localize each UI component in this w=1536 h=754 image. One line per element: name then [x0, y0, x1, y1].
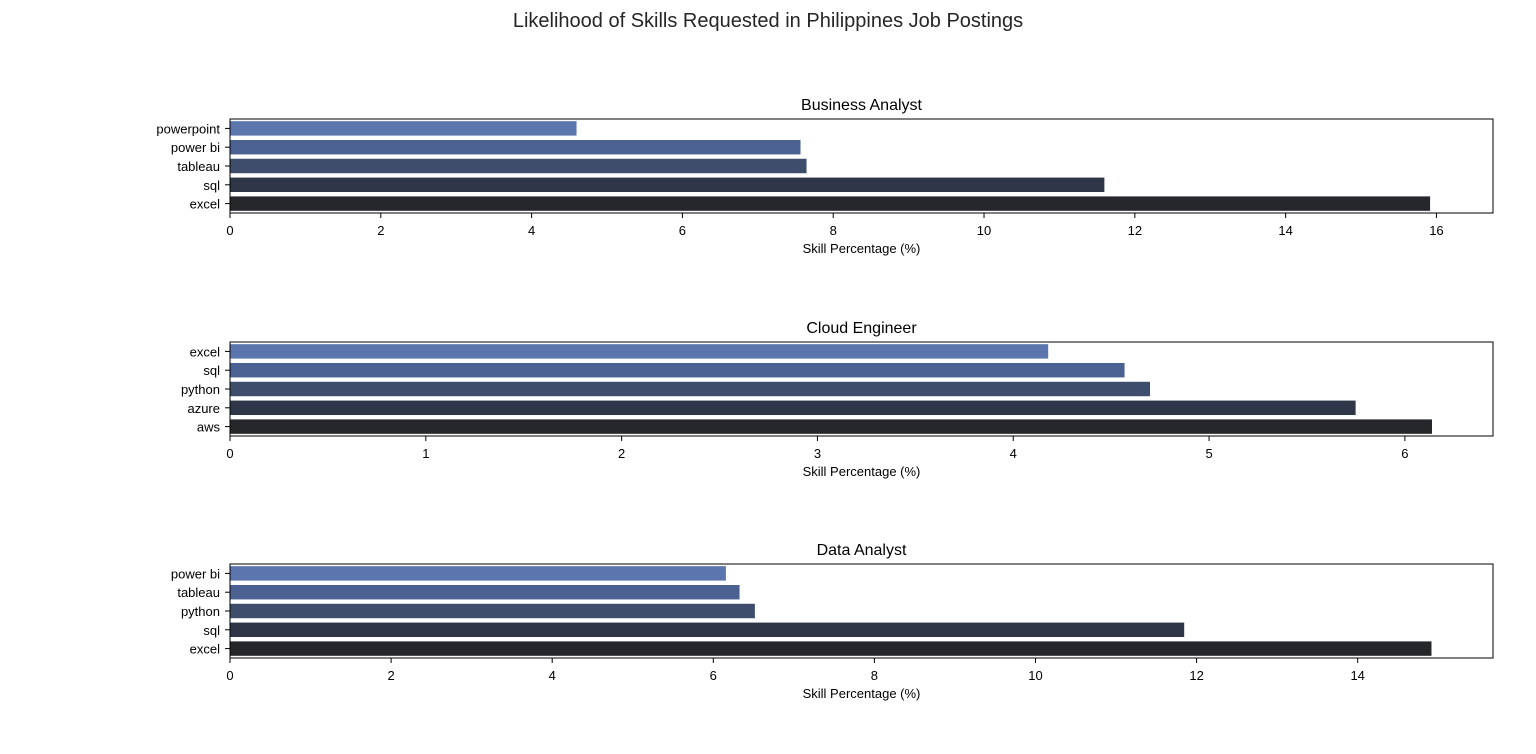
- x-axis-label: Skill Percentage (%): [803, 464, 921, 479]
- y-tick-label: sql: [203, 178, 220, 193]
- y-tick-label: python: [181, 382, 220, 397]
- x-tick-label: 10: [1028, 668, 1042, 683]
- figure-title: Likelihood of Skills Requested in Philip…: [512, 10, 1024, 32]
- x-tick-label: 14: [1278, 223, 1292, 238]
- y-tick-label: sql: [203, 623, 220, 638]
- x-tick-label: 14: [1350, 668, 1364, 683]
- y-tick-label: tableau: [177, 159, 220, 174]
- bar-python: [229, 603, 756, 619]
- subplot-title: Data Analyst: [817, 542, 907, 559]
- bar-power-bi: [229, 565, 727, 582]
- x-tick-label: 6: [679, 223, 686, 238]
- x-tick-label: 16: [1429, 223, 1443, 238]
- axes-frame: [229, 563, 1494, 659]
- bar-tableau: [229, 158, 808, 174]
- x-tick-label: 6: [710, 668, 717, 683]
- x-tick-label: 4: [549, 668, 556, 683]
- x-tick-label: 0: [226, 668, 233, 683]
- x-tick-label: 12: [1128, 223, 1142, 238]
- subplot-0: Business Analyst powerpoint power bi tablea…: [156, 97, 1494, 256]
- y-tick-label: aws: [197, 420, 221, 435]
- x-axis-label: Skill Percentage (%): [803, 241, 921, 256]
- y-tick-label: excel: [190, 344, 220, 359]
- bar-excel: [229, 640, 1433, 657]
- x-tick-label: 6: [1401, 446, 1408, 461]
- y-tick-label: excel: [190, 642, 220, 657]
- x-tick-label: 2: [377, 223, 384, 238]
- bar-azure: [229, 399, 1357, 416]
- subplot-1: Cloud Engineer excel sql python azure aws 0 1 2 3…: [181, 320, 1494, 479]
- x-tick-label: 12: [1189, 668, 1203, 683]
- bar-sql: [229, 621, 1185, 638]
- y-tick-label: excel: [190, 197, 220, 212]
- y-tick-label: power bi: [171, 566, 220, 581]
- y-tick-label: python: [181, 604, 220, 619]
- subplot-2: Data Analyst power bi tableau python sql exce…: [171, 542, 1494, 701]
- bar-powerpoint: [229, 120, 578, 137]
- y-tick-label: sql: [203, 363, 220, 378]
- x-tick-label: 2: [387, 668, 394, 683]
- bar-sql: [229, 362, 1126, 379]
- x-axis-label: Skill Percentage (%): [803, 686, 921, 701]
- y-tick-label: tableau: [177, 585, 220, 600]
- bar-power-bi: [229, 139, 802, 156]
- x-tick-label: 3: [814, 446, 821, 461]
- bar-excel: [229, 343, 1049, 360]
- y-tick-label: power bi: [171, 140, 220, 155]
- y-tick-label: powerpoint: [156, 121, 220, 136]
- axes-frame: [229, 341, 1494, 437]
- x-tick-label: 2: [618, 446, 625, 461]
- x-tick-label: 8: [830, 223, 837, 238]
- bar-sql: [229, 176, 1105, 193]
- y-tick-label: azure: [187, 401, 220, 416]
- bar-tableau: [229, 584, 741, 601]
- x-tick-label: 8: [871, 668, 878, 683]
- x-tick-label: 10: [977, 223, 991, 238]
- bar-python: [229, 381, 1151, 397]
- x-tick-label: 4: [1010, 446, 1017, 461]
- x-tick-label: 4: [528, 223, 535, 238]
- x-tick-label: 5: [1205, 446, 1212, 461]
- bar-aws: [229, 418, 1433, 435]
- x-tick-label: 1: [422, 446, 429, 461]
- x-tick-label: 0: [226, 223, 233, 238]
- bar-excel: [229, 195, 1431, 212]
- subplot-title: Business Analyst: [801, 97, 923, 114]
- x-tick-label: 0: [226, 446, 233, 461]
- subplot-title: Cloud Engineer: [806, 320, 917, 337]
- axes-frame: [229, 118, 1494, 214]
